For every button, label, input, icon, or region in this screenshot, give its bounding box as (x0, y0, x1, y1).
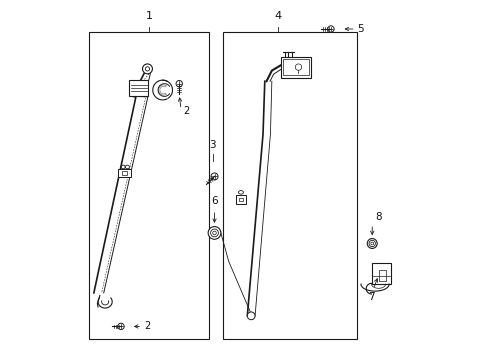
Circle shape (142, 64, 152, 74)
Circle shape (295, 64, 301, 70)
Bar (282, 59, 308, 75)
Circle shape (210, 229, 218, 237)
Bar (223, 32, 357, 339)
Text: 3: 3 (209, 140, 216, 150)
Bar (239, 198, 242, 201)
Circle shape (327, 26, 333, 32)
Text: 5: 5 (357, 24, 363, 34)
Text: 8: 8 (374, 212, 381, 222)
Text: 2: 2 (143, 321, 150, 332)
Text: 1: 1 (145, 11, 152, 21)
Bar (371, 263, 390, 284)
Bar (122, 171, 126, 175)
Text: 7: 7 (367, 292, 374, 302)
Circle shape (368, 240, 375, 247)
Circle shape (370, 242, 373, 245)
Bar (378, 270, 385, 280)
Bar (236, 195, 245, 204)
Text: 4: 4 (274, 11, 281, 21)
Circle shape (247, 312, 255, 320)
Circle shape (366, 239, 376, 248)
Bar (118, 169, 131, 177)
Bar (280, 57, 310, 78)
Bar (129, 80, 148, 96)
Bar (89, 32, 209, 339)
Circle shape (212, 231, 216, 235)
Circle shape (118, 323, 124, 330)
Text: 6: 6 (211, 197, 217, 207)
Circle shape (208, 226, 221, 239)
Circle shape (210, 173, 218, 180)
Circle shape (176, 81, 182, 87)
Text: 2: 2 (183, 106, 189, 116)
Circle shape (145, 67, 149, 71)
